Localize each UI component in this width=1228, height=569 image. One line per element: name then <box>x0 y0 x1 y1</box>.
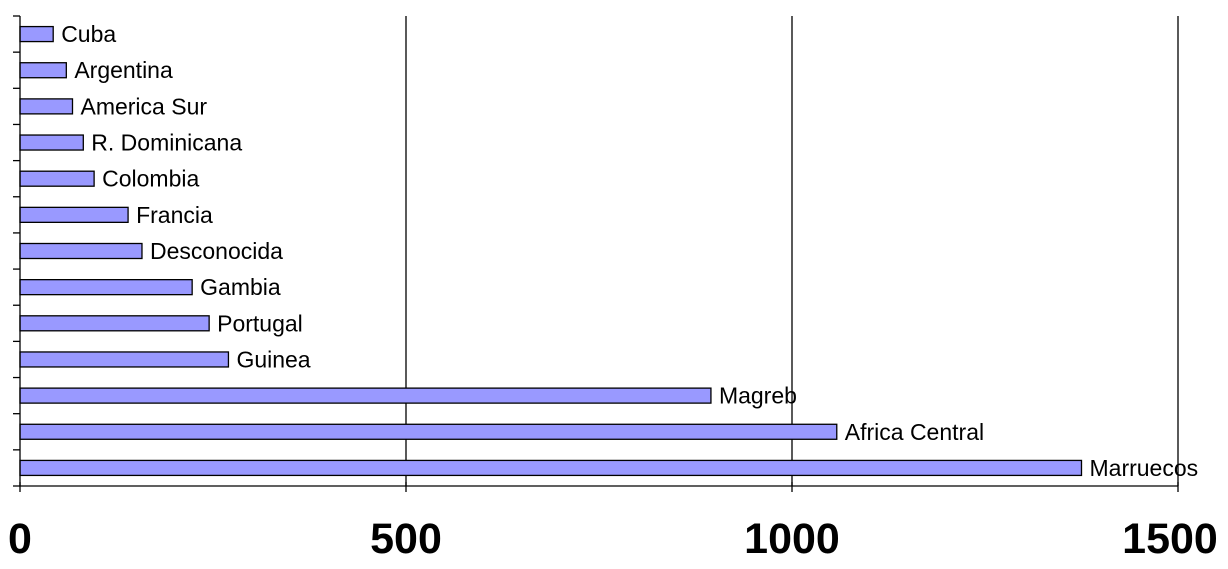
bar-label-cuba: Cuba <box>61 21 116 47</box>
bar-label-r-dominicana: R. Dominicana <box>91 130 242 156</box>
bar-label-america-sur: America Sur <box>80 93 207 119</box>
bar-marruecos <box>19 459 1083 477</box>
bar-cuba <box>19 25 54 43</box>
x-tick-label-1000: 1000 <box>744 515 840 563</box>
grid-lines <box>405 16 1179 486</box>
bar-guinea <box>19 351 230 368</box>
bar-label-guinea: Guinea <box>236 346 310 372</box>
bar-label-marruecos: Marruecos <box>1090 455 1199 481</box>
x-tick-labels: 0 500 1000 1500 <box>8 515 1218 563</box>
bar-argentina <box>19 62 67 79</box>
x-tick-label-500: 500 <box>370 515 442 563</box>
bar-label-portugal: Portugal <box>217 310 303 336</box>
bar-label-colombia: Colombia <box>102 166 199 192</box>
bar-desconocida <box>19 242 143 260</box>
bar-label-argentina: Argentina <box>74 57 173 83</box>
bar-gambia <box>19 279 193 296</box>
bar-label-desconocida: Desconocida <box>150 238 283 264</box>
bar-labels: Marruecos Africa Central Magreb Guinea Portu… <box>61 21 1198 481</box>
bar-francia <box>19 206 129 223</box>
bar-portugal <box>19 315 210 332</box>
bar-colombia <box>19 170 95 187</box>
bar-label-francia: Francia <box>136 202 213 228</box>
x-tick-label-1500: 1500 <box>1122 515 1218 563</box>
x-tick-label-0: 0 <box>8 515 32 563</box>
axes <box>13 15 1179 492</box>
bar-america-sur <box>19 98 74 115</box>
bar-label-magreb: Magreb <box>719 383 797 409</box>
bar-africa-central <box>19 423 838 440</box>
bar-r-dominicana <box>19 134 84 151</box>
bar-magreb <box>19 387 712 404</box>
bar-label-africa-central: Africa Central <box>845 419 984 445</box>
bar-label-gambia: Gambia <box>200 274 281 300</box>
